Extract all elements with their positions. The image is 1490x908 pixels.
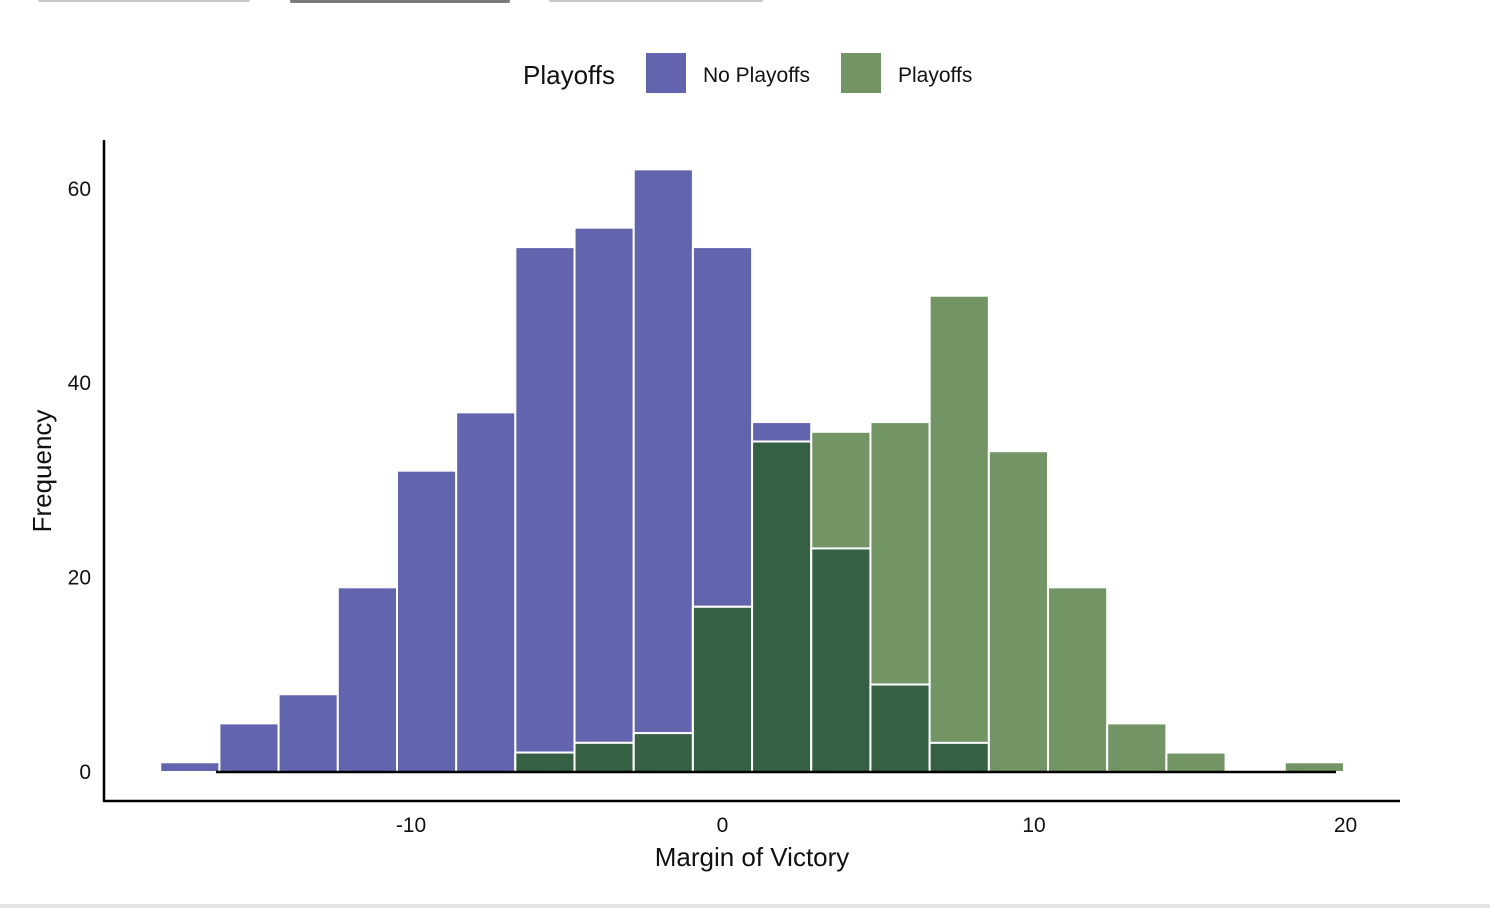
- y-ticks: 0 20 40 60: [68, 178, 91, 784]
- tab-1[interactable]: [38, 0, 250, 2]
- bar-overlap: [869, 683, 931, 774]
- bar-no-playoffs: [395, 469, 458, 773]
- bar-no-playoffs: [573, 226, 635, 773]
- y-tick-label: 0: [79, 761, 91, 784]
- y-tick-label: 60: [68, 178, 91, 201]
- x-tick-label: 10: [1022, 814, 1045, 837]
- bar-playoffs: [987, 450, 1050, 773]
- bar-overlap: [632, 732, 694, 773]
- bar-no-playoffs: [218, 722, 280, 774]
- bar-no-playoffs: [514, 246, 576, 773]
- bar-no-playoffs: [277, 693, 339, 773]
- legend-key-playoffs: [841, 53, 881, 93]
- bar-no-playoffs: [159, 761, 221, 774]
- bar-overlap: [573, 741, 635, 774]
- x-tick-label: 0: [717, 814, 729, 837]
- tab-2-active[interactable]: [290, 0, 510, 3]
- legend: Playoffs No Playoffs Playoffs: [523, 53, 972, 93]
- bar-no-playoffs: [455, 411, 517, 773]
- x-axis-label: Margin of Victory: [655, 842, 850, 872]
- y-axis-label: Frequency: [27, 410, 57, 533]
- x-tick-label: -10: [396, 814, 426, 837]
- legend-label-no-playoffs: No Playoffs: [703, 64, 810, 87]
- series-playoffs: [514, 294, 1345, 774]
- x-ticks: -10 0 10 20: [396, 814, 1357, 837]
- bar-overlap: [810, 547, 872, 773]
- tab-3[interactable]: [549, 0, 763, 2]
- bar-no-playoffs: [336, 586, 398, 773]
- bottom-rule: [0, 904, 1490, 908]
- bar-overlap: [928, 741, 990, 774]
- x-tick-label: 20: [1334, 814, 1357, 837]
- legend-title: Playoffs: [523, 60, 615, 90]
- axes: 0 20 40 60 -10 0 10 20: [68, 140, 1400, 837]
- y-tick-label: 20: [68, 567, 91, 590]
- bar-overlap: [751, 440, 813, 773]
- bar-playoffs: [1283, 761, 1345, 774]
- bar-overlap: [514, 751, 576, 773]
- legend-key-no-playoffs: [646, 53, 686, 93]
- tab-strip: [0, 0, 1490, 6]
- bar-playoffs: [1047, 586, 1109, 773]
- bar-overlap: [691, 605, 754, 774]
- y-tick-label: 40: [68, 372, 91, 395]
- legend-label-playoffs: Playoffs: [898, 64, 972, 87]
- bar-no-playoffs: [632, 168, 694, 774]
- bar-playoffs: [1106, 722, 1168, 774]
- bar-playoffs: [1165, 751, 1227, 773]
- bar-playoffs: [928, 294, 990, 773]
